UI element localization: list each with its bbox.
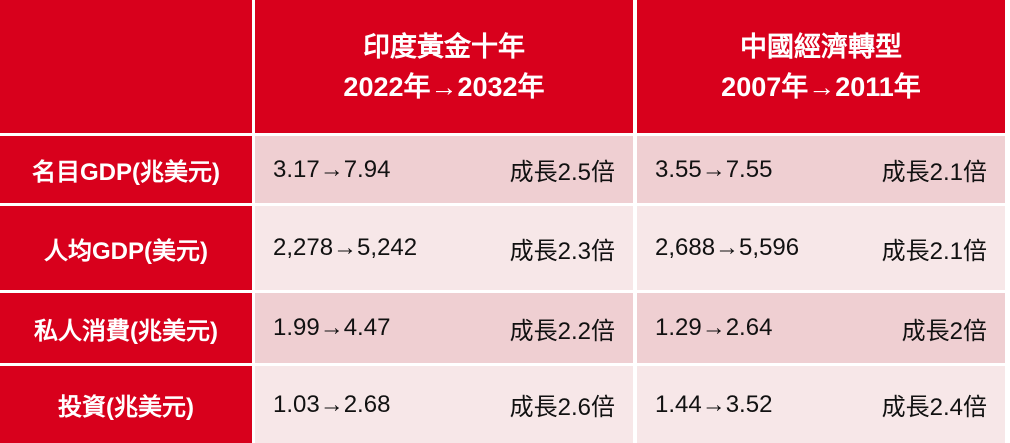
header-title: 中國經濟轉型: [740, 31, 902, 62]
data-cell: 1.03→2.68 成長2.6倍: [255, 366, 633, 443]
row-label: 私人消費(兆美元): [0, 293, 252, 363]
change-value: 2,278→5,242: [273, 234, 418, 261]
growth-value: 成長2.6倍: [509, 394, 615, 421]
change-value: 2,688→5,596: [655, 234, 800, 261]
change-value: 1.44→3.52: [655, 390, 773, 418]
change-value: 3.17→7.94: [273, 155, 391, 183]
data-cell: 3.55→7.55 成長2.1倍: [637, 136, 1005, 203]
row-label: 名目GDP(兆美元): [0, 136, 252, 203]
growth-value: 成長2.5倍: [509, 159, 615, 186]
data-cell: 2,278→5,242 成長2.3倍: [255, 206, 633, 290]
growth-value: 成長2.1倍: [881, 159, 987, 186]
growth-value: 成長2倍: [901, 317, 987, 345]
data-cell: 1.44→3.52 成長2.4倍: [637, 366, 1005, 443]
row-label: 投資(兆美元): [0, 366, 252, 443]
data-cell: 1.99→4.47 成長2.2倍: [255, 293, 633, 363]
growth-value: 成長2.4倍: [881, 394, 987, 421]
growth-value: 成長2.2倍: [509, 317, 615, 345]
change-value: 1.29→2.64: [655, 314, 773, 341]
change-value: 3.55→7.55: [655, 155, 773, 183]
corner-cell: [0, 0, 252, 133]
data-cell: 1.29→2.64 成長2倍: [637, 293, 1005, 363]
growth-value: 成長2.1倍: [881, 237, 987, 265]
change-value: 1.99→4.47: [273, 314, 391, 341]
header-title: 印度黃金十年: [363, 31, 525, 62]
data-cell: 2,688→5,596 成長2.1倍: [637, 206, 1005, 290]
row-label: 人均GDP(美元): [0, 206, 252, 290]
header-period: 2022年→2032年: [343, 71, 545, 102]
column-header: 印度黃金十年 2022年→2032年: [255, 0, 633, 133]
header-period: 2007年→2011年: [721, 71, 921, 102]
column-header: 中國經濟轉型 2007年→2011年: [637, 0, 1005, 133]
change-value: 1.03→2.68: [273, 390, 391, 418]
data-cell: 3.17→7.94 成長2.5倍: [255, 136, 633, 203]
growth-value: 成長2.3倍: [509, 237, 615, 265]
